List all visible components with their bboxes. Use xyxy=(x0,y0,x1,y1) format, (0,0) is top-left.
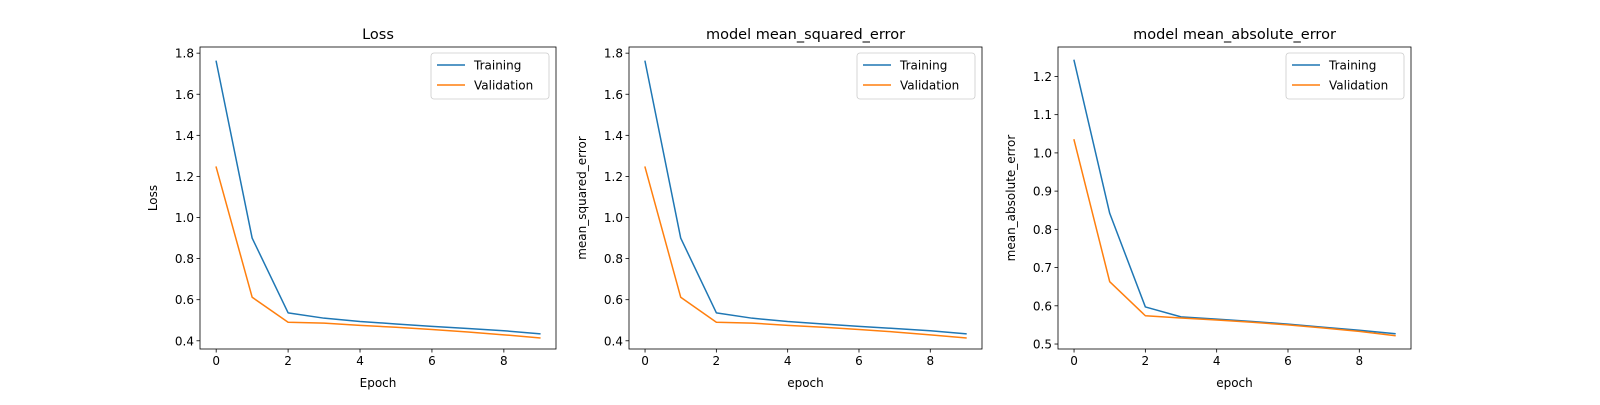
y-tick-label: 0.6 xyxy=(1033,299,1052,313)
series-line-validation xyxy=(215,166,541,339)
chart-title: model mean_absolute_error xyxy=(1133,27,1336,43)
axes-frame xyxy=(628,46,983,350)
y-tick-label: 0.6 xyxy=(604,293,623,307)
x-axis-label: epoch xyxy=(1216,376,1253,390)
x-tick-label: 0 xyxy=(641,354,649,368)
x-tick-label: 6 xyxy=(1284,354,1292,368)
legend-label-training: Training xyxy=(1328,59,1376,73)
y-tick-label: 0.8 xyxy=(175,252,194,266)
y-tick-label: 0.5 xyxy=(1033,338,1052,352)
legend-label-training: Training xyxy=(473,59,521,73)
axes-frame xyxy=(199,46,557,350)
y-tick-label: 1.6 xyxy=(175,88,194,102)
legend: Training Validation xyxy=(1285,52,1405,100)
y-axis-label: mean_squared_error xyxy=(575,136,589,260)
y-tick-label: 0.4 xyxy=(175,334,194,348)
legend: Training Validation xyxy=(856,52,976,100)
y-tick-label: 1.0 xyxy=(175,211,194,225)
y-axis-label: Loss xyxy=(146,185,160,211)
legend-label-training: Training xyxy=(899,59,947,73)
series-line-validation xyxy=(1073,138,1396,337)
chart-panel-3: 0 2 4 6 8 0.5 0.6 0.7 0.8 0.9 1.0 1.1 1.2 model mean_… xyxy=(1004,27,1412,390)
y-tick-label: 1.0 xyxy=(1033,146,1052,160)
y-tick-label: 1.2 xyxy=(1033,70,1052,84)
y-tick-label: 0.8 xyxy=(604,252,623,266)
y-tick-label: 0.6 xyxy=(175,293,194,307)
legend-label-validation: Validation xyxy=(900,79,959,93)
x-tick-label: 2 xyxy=(713,354,721,368)
x-axis-label: epoch xyxy=(787,376,824,390)
x-tick-label: 2 xyxy=(1142,354,1150,368)
y-tick-label: 1.6 xyxy=(604,88,623,102)
axes-frame xyxy=(1057,46,1412,350)
y-axis-label: mean_absolute_error xyxy=(1004,135,1018,262)
chart-panel-1: 0 2 4 6 8 0.4 0.6 0.8 1.0 1.2 1.4 1.6 1.8 Loss Epoch Lo… xyxy=(146,27,557,390)
legend-label-validation: Validation xyxy=(1329,79,1388,93)
series-line-training xyxy=(1073,59,1396,335)
x-tick-label: 8 xyxy=(1355,354,1363,368)
series-line-training xyxy=(644,60,967,335)
legend-label-validation: Validation xyxy=(474,79,533,93)
x-tick-label: 0 xyxy=(1070,354,1078,368)
y-tick-label: 1.2 xyxy=(175,170,194,184)
x-tick-label: 4 xyxy=(356,354,364,368)
x-tick-label: 8 xyxy=(926,354,934,368)
legend: Training Validation xyxy=(430,52,550,100)
series-line-training xyxy=(215,60,541,335)
x-tick-label: 4 xyxy=(1213,354,1221,368)
y-tick-label: 0.9 xyxy=(1033,185,1052,199)
series-line-validation xyxy=(644,166,967,339)
x-tick-label: 4 xyxy=(784,354,792,368)
y-tick-label: 1.0 xyxy=(604,211,623,225)
x-tick-label: 0 xyxy=(212,354,220,368)
chart-title: model mean_squared_error xyxy=(706,27,905,43)
y-tick-label: 1.4 xyxy=(175,129,194,143)
y-tick-label: 1.2 xyxy=(604,170,623,184)
y-tick-label: 1.4 xyxy=(604,129,623,143)
x-tick-label: 2 xyxy=(284,354,292,368)
y-tick-label: 0.4 xyxy=(604,334,623,348)
y-tick-label: 0.7 xyxy=(1033,261,1052,275)
x-axis-label: Epoch xyxy=(360,376,397,390)
x-tick-label: 8 xyxy=(500,354,508,368)
y-tick-label: 1.8 xyxy=(175,47,194,61)
chart-panel-2: 0 2 4 6 8 0.4 0.6 0.8 1.0 1.2 1.4 1.6 1.8 model mean_… xyxy=(575,27,983,390)
y-tick-label: 0.8 xyxy=(1033,223,1052,237)
y-tick-label: 1.1 xyxy=(1033,108,1052,122)
x-tick-label: 6 xyxy=(428,354,436,368)
x-tick-label: 6 xyxy=(855,354,863,368)
chart-title: Loss xyxy=(362,27,394,43)
y-tick-label: 1.8 xyxy=(604,47,623,61)
